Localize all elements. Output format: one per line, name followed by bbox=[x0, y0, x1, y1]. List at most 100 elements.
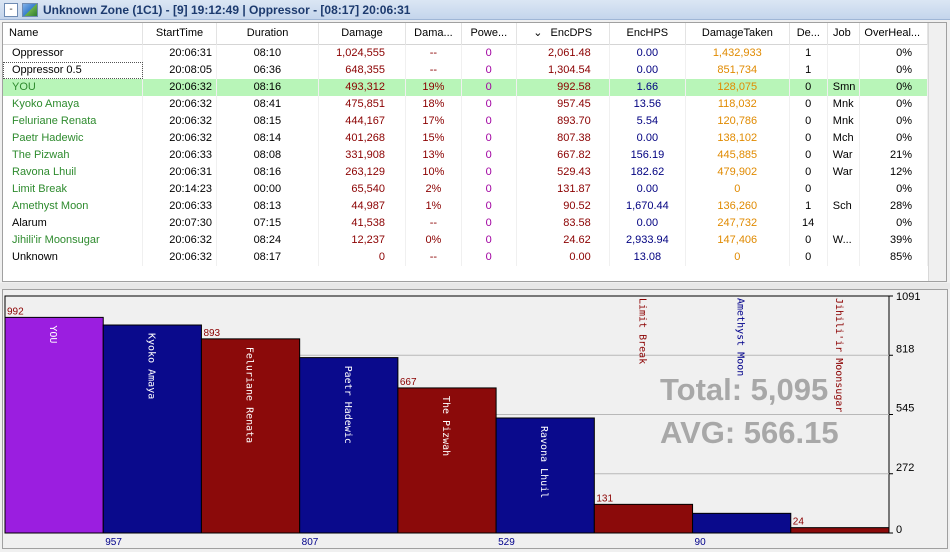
power-cell: 0 bbox=[462, 130, 517, 147]
y-tick-label: 545 bbox=[896, 403, 914, 415]
damagetaken-cell: 147,406 bbox=[686, 232, 790, 249]
col-enchps-header[interactable]: EncHPS bbox=[610, 23, 687, 45]
encdps-cell: 0.00 bbox=[517, 249, 610, 266]
starttime-cell: 20:06:33 bbox=[143, 198, 218, 215]
name-cell: Paetr Hadewic bbox=[3, 130, 143, 147]
damage-pct-cell: -- bbox=[406, 249, 462, 266]
col-damage-pct-header[interactable]: Dama... bbox=[406, 23, 462, 45]
name-cell: Oppressor 0.5 bbox=[3, 62, 143, 79]
encdps-cell: 90.52 bbox=[517, 198, 610, 215]
damagetaken-cell: 138,102 bbox=[686, 130, 790, 147]
bar-value-label: 24 bbox=[793, 517, 805, 528]
table-row[interactable]: Amethyst Moon 20:06:33 08:13 44,987 1% 0 90.52… bbox=[3, 198, 928, 215]
damage-pct-cell: -- bbox=[406, 215, 462, 232]
bar-value-label: 90 bbox=[695, 537, 707, 548]
col-job-header[interactable]: Job bbox=[828, 23, 861, 45]
bar-1[interactable] bbox=[4, 316, 104, 534]
col-encdps-header[interactable]: ⌄ EncDPS bbox=[517, 23, 610, 45]
name-cell: The Pizwah bbox=[3, 147, 143, 164]
table-row[interactable]: The Pizwah 20:06:33 08:08 331,908 13% 0 667.82… bbox=[3, 147, 928, 164]
bar-category-label: Feluriane Renata bbox=[244, 347, 255, 443]
enchps-cell: 0.00 bbox=[610, 62, 687, 79]
duration-cell: 08:16 bbox=[217, 164, 319, 181]
damagetaken-cell: 136,260 bbox=[686, 198, 790, 215]
deaths-cell: 1 bbox=[790, 198, 828, 215]
deaths-cell: 0 bbox=[790, 79, 828, 96]
table-row[interactable]: Oppressor 0.5 20:08:05 06:36 648,355 -- 0 1,30… bbox=[3, 62, 928, 79]
table-row[interactable]: Unknown 20:06:32 08:17 0 -- 0 0.00 13.08 0 0 85% bbox=[3, 249, 928, 266]
table-row[interactable]: Alarum 20:07:30 07:15 41,538 -- 0 83.58 0.00 247… bbox=[3, 215, 928, 232]
y-tick-label: 272 bbox=[896, 462, 914, 474]
col-deaths-header[interactable]: De... bbox=[790, 23, 828, 45]
col-starttime-header[interactable]: StartTime bbox=[143, 23, 218, 45]
deaths-cell: 0 bbox=[790, 96, 828, 113]
col-duration-header[interactable]: Duration bbox=[217, 23, 319, 45]
col-damage-header[interactable]: Damage bbox=[319, 23, 407, 45]
damagetaken-cell: 0 bbox=[686, 249, 790, 266]
damage-cell: 44,987 bbox=[319, 198, 406, 215]
bar-6[interactable] bbox=[495, 417, 595, 534]
bar-3[interactable] bbox=[200, 338, 301, 534]
bar-4[interactable] bbox=[299, 357, 399, 534]
table-row[interactable]: Jihili'ir Moonsugar 20:06:32 08:24 12,237 0%… bbox=[3, 232, 928, 249]
table-row[interactable]: Kyoko Amaya 20:06:32 08:41 475,851 18% 0 957.4… bbox=[3, 96, 928, 113]
y-tick-label: 1091 bbox=[896, 291, 920, 303]
job-cell: Mnk bbox=[828, 96, 861, 113]
overheal-cell: 0% bbox=[860, 215, 928, 232]
encdps-cell: 529.43 bbox=[517, 164, 610, 181]
bar-9[interactable] bbox=[790, 527, 890, 534]
power-cell: 0 bbox=[462, 45, 517, 62]
y-tick-label: 818 bbox=[896, 343, 914, 355]
deaths-cell: 0 bbox=[790, 232, 828, 249]
duration-cell: 08:14 bbox=[217, 130, 319, 147]
damagetaken-cell: 128,075 bbox=[686, 79, 790, 96]
col-power-header[interactable]: Powe... bbox=[462, 23, 517, 45]
table-row[interactable]: Oppressor 20:06:31 08:10 1,024,555 -- 0 2,061.… bbox=[3, 45, 928, 62]
starttime-cell: 20:06:32 bbox=[143, 249, 218, 266]
table-row[interactable]: Paetr Hadewic 20:06:32 08:14 401,268 15% 0 807… bbox=[3, 130, 928, 147]
bar-category-label: Amethyst Moon bbox=[735, 298, 746, 376]
enchps-cell: 5.54 bbox=[610, 113, 687, 130]
power-cell: 0 bbox=[462, 181, 517, 198]
power-cell: 0 bbox=[462, 147, 517, 164]
bar-2[interactable] bbox=[102, 324, 202, 534]
damage-cell: 648,355 bbox=[319, 62, 406, 79]
col-name-header[interactable]: Name bbox=[3, 23, 143, 45]
enchps-cell: 156.19 bbox=[610, 147, 687, 164]
job-cell: W... bbox=[828, 232, 861, 249]
damage-pct-cell: -- bbox=[406, 62, 462, 79]
damagetaken-cell: 445,885 bbox=[686, 147, 790, 164]
damage-pct-cell: 1% bbox=[406, 198, 462, 215]
job-cell: Mnk bbox=[828, 113, 861, 130]
name-cell: Oppressor bbox=[3, 45, 143, 62]
panel-splitter[interactable] bbox=[0, 283, 950, 289]
col-overheal-header[interactable]: OverHeal... bbox=[860, 23, 928, 45]
collapse-toggle-button[interactable]: - bbox=[4, 2, 18, 17]
bar-value-label: 992 bbox=[7, 306, 24, 317]
bar-8[interactable] bbox=[692, 512, 792, 534]
starttime-cell: 20:06:33 bbox=[143, 147, 218, 164]
table-row[interactable]: Limit Break 20:14:23 00:00 65,540 2% 0 131.87 0… bbox=[3, 181, 928, 198]
table-row[interactable]: Ravona Lhuil 20:06:31 08:16 263,129 10% 0 529.… bbox=[3, 164, 928, 181]
bar-5[interactable] bbox=[397, 387, 497, 534]
name-cell: Limit Break bbox=[3, 181, 143, 198]
bar-category-label: The Pizwah bbox=[440, 396, 451, 456]
damage-cell: 65,540 bbox=[319, 181, 406, 198]
table-row[interactable]: YOU 20:06:32 08:16 493,312 19% 0 992.58 1.66 128… bbox=[3, 79, 928, 96]
damagetaken-cell: 479,902 bbox=[686, 164, 790, 181]
enchps-cell: 0.00 bbox=[610, 215, 687, 232]
deaths-cell: 1 bbox=[790, 62, 828, 79]
col-damagetaken-header[interactable]: DamageTaken bbox=[686, 23, 790, 45]
job-cell bbox=[828, 249, 861, 266]
damage-cell: 475,851 bbox=[319, 96, 406, 113]
starttime-cell: 20:06:31 bbox=[143, 164, 218, 181]
table-row[interactable]: Feluriane Renata 20:06:32 08:15 444,167 17% 0… bbox=[3, 113, 928, 130]
bar-category-label: Ravona Lhuil bbox=[538, 426, 549, 498]
damage-pct-cell: 15% bbox=[406, 130, 462, 147]
vertical-scrollbar[interactable] bbox=[928, 23, 946, 281]
damage-pct-cell: 2% bbox=[406, 181, 462, 198]
bar-7[interactable] bbox=[593, 503, 694, 534]
damage-cell: 331,908 bbox=[319, 147, 406, 164]
power-cell: 0 bbox=[462, 249, 517, 266]
duration-cell: 08:08 bbox=[217, 147, 319, 164]
